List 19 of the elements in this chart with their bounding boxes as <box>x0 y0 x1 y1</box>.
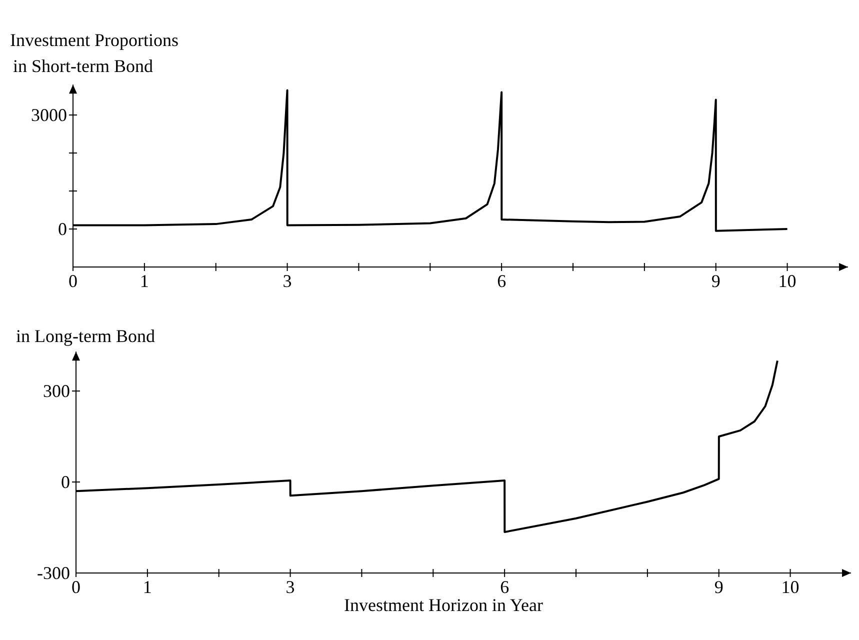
x-tick-label: 1 <box>140 271 149 291</box>
x-tick-label: 10 <box>781 577 800 597</box>
chart-title: Investment Proportions <box>10 30 178 50</box>
x-tick-label: 3 <box>286 577 295 597</box>
x-tick-label: 6 <box>497 271 506 291</box>
x-tick-label: 10 <box>778 271 796 291</box>
y-tick-label: 0 <box>61 472 70 492</box>
x-tick-label: 1 <box>142 577 152 597</box>
y-tick-label: 3000 <box>31 105 67 125</box>
x-axis-title: Investment Horizon in Year <box>344 595 543 615</box>
x-tick-label: 9 <box>714 577 724 597</box>
y-axis-title: in Long-term Bond <box>16 326 155 346</box>
y-tick-label: 300 <box>43 381 70 402</box>
x-tick-label: 3 <box>282 271 292 291</box>
y-tick-label: -300 <box>37 563 70 583</box>
x-tick-label: 6 <box>500 577 510 597</box>
y-axis-title: in Short-term Bond <box>13 56 153 76</box>
x-tick-label: 9 <box>711 271 720 291</box>
y-tick-label: 0 <box>58 219 67 239</box>
